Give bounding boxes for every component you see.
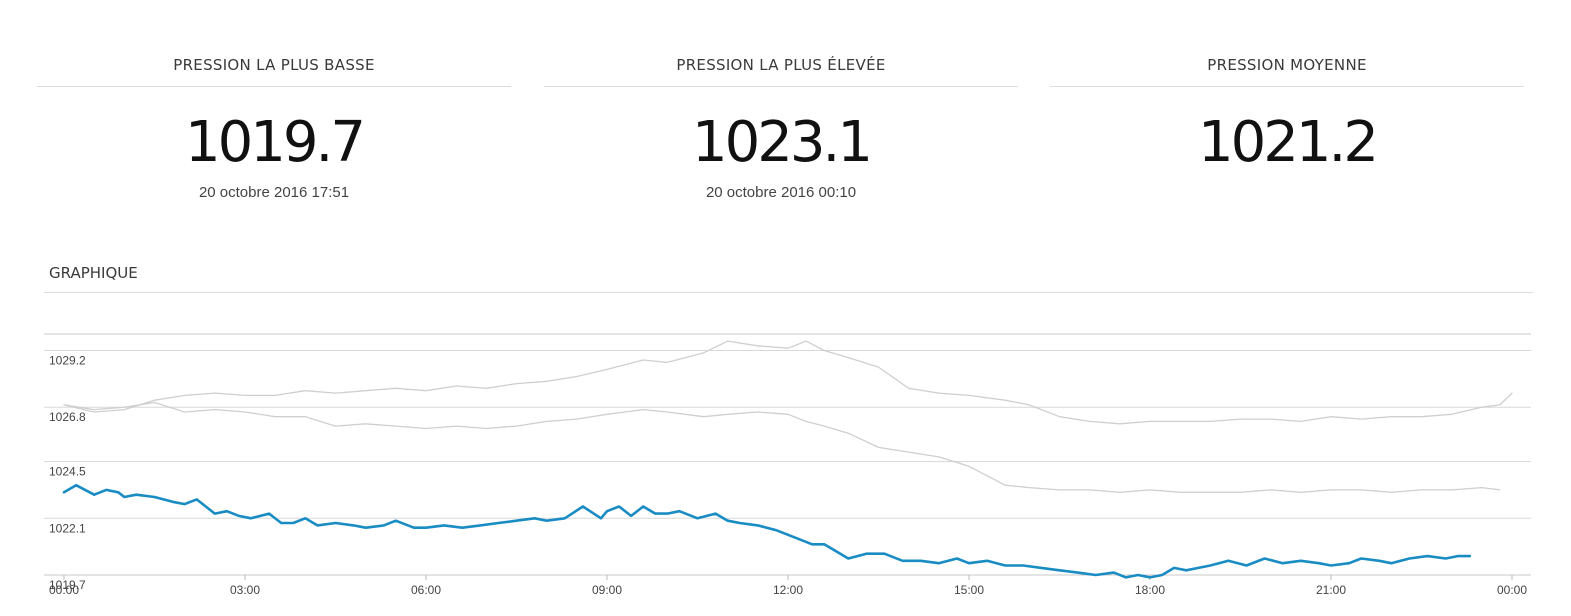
- divider: [544, 86, 1018, 87]
- stat-value: 1019.7: [185, 110, 366, 175]
- x-tick-label: 15:00: [954, 583, 984, 597]
- y-tick-label: 1019.7: [49, 578, 86, 592]
- stat-title: PRESSION MOYENNE: [1207, 56, 1367, 74]
- x-tick-label: 21:00: [1316, 583, 1346, 597]
- pressure-line-comparison: [63, 340, 1513, 425]
- x-tick-label: 00:00: [1497, 583, 1527, 597]
- x-tick-label: 18:00: [1135, 583, 1165, 597]
- stat-timestamp: 20 octobre 2016 00:10: [705, 184, 857, 201]
- divider: [1050, 86, 1524, 87]
- stat-title: PRESSION LA PLUS ÉLEVÉE: [676, 56, 886, 74]
- stat-timestamp: 20 octobre 2016 17:51: [198, 184, 350, 201]
- y-tick-label: 1029.2: [49, 354, 86, 368]
- y-tick-label: 1022.1: [49, 521, 86, 535]
- y-tick-label: 1026.8: [49, 410, 86, 424]
- x-tick-label: 12:00: [773, 583, 803, 597]
- grid: [44, 333, 1531, 576]
- y-tick-label: 1024.5: [49, 465, 86, 479]
- y-axis: 1029.2 1026.8 1024.5 1022.1 1019.7: [49, 354, 86, 592]
- x-tick-label: 09:00: [592, 583, 622, 597]
- stat-value: 1021.2: [1198, 110, 1379, 175]
- series: [62, 340, 1513, 579]
- x-tick-label: 03:00: [230, 583, 260, 597]
- pressure-line-comparison: [63, 401, 1501, 493]
- section-divider: [44, 292, 1533, 293]
- x-tick-label: 06:00: [411, 583, 441, 597]
- section-title: GRAPHIQUE: [49, 264, 138, 282]
- divider: [37, 86, 511, 87]
- stat-title: PRESSION LA PLUS BASSE: [173, 56, 375, 74]
- pressure-line-main: [62, 483, 1472, 579]
- x-tick-label: 00:00: [49, 583, 79, 597]
- stat-value: 1023.1: [692, 110, 873, 175]
- x-axis: 00:00 03:00 06:00 09:00 12:00 15:00 18:00 21:00…: [49, 575, 1527, 597]
